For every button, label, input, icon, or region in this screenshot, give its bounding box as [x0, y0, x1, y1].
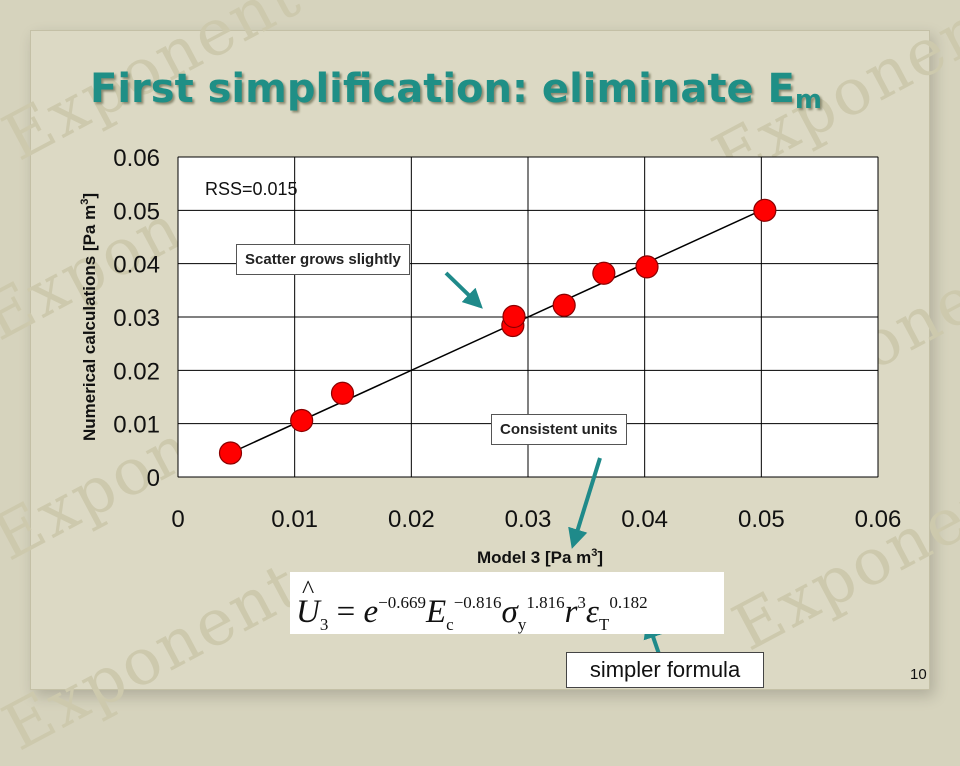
x-axis-label: Model 3 [Pa m3] — [477, 547, 603, 567]
formula: U3 = e−0.669Ec−0.816σy1.816r3εT0.182 — [290, 572, 724, 634]
formula-eps: ε — [585, 594, 599, 630]
formula-sigma-sub: y — [517, 615, 527, 634]
page-number: 10 — [910, 666, 927, 683]
formula-E-exp: −0.816 — [453, 593, 502, 612]
x-tick-labels: 0 0.01 0.02 0.03 0.04 0.05 0.06 — [171, 506, 901, 533]
x-axis-label-end: ] — [597, 548, 603, 567]
y-tick-labels: 0 0.01 0.02 0.03 0.04 0.05 0.06 — [113, 145, 160, 492]
formula-r: r — [564, 594, 578, 630]
y-tick-label: 0.02 — [113, 358, 160, 385]
title-subscript: m — [794, 85, 822, 115]
y-tick-label: 0.01 — [113, 412, 160, 439]
callout-scatter: Scatter grows slightly — [236, 244, 410, 275]
y-tick-label: 0.05 — [113, 198, 160, 225]
formula-lhs: U — [296, 572, 320, 634]
formula-eps-exp: 0.182 — [609, 593, 648, 612]
formula-equals: = — [336, 594, 356, 630]
y-tick-label: 0.06 — [113, 145, 160, 172]
fit-line — [230, 208, 766, 454]
data-point — [592, 261, 616, 285]
y-axis-label: Numerical calculations [Pa m3] — [79, 193, 99, 441]
x-tick-label: 0 — [171, 506, 184, 533]
data-point — [330, 381, 355, 405]
data-points — [218, 198, 777, 465]
formula-E: E — [425, 594, 447, 630]
formula-e-exp: −0.669 — [378, 593, 426, 612]
y-tick-label: 0 — [147, 465, 160, 492]
x-tick-label: 0.02 — [388, 506, 435, 533]
formula-r-exp: 3 — [577, 593, 586, 612]
formula-E-sub: c — [446, 615, 454, 634]
x-tick-label: 0.05 — [738, 506, 785, 533]
formula-e: e — [363, 594, 379, 630]
formula-lhs-sub: 3 — [319, 615, 329, 634]
data-point — [753, 198, 777, 222]
callout-units: Consistent units — [491, 414, 627, 445]
y-axis-label-sup: 3 — [79, 199, 91, 205]
data-point — [552, 293, 576, 317]
data-point — [635, 255, 659, 279]
y-tick-label: 0.03 — [113, 305, 160, 332]
page-title: First simplification: eliminate Em — [90, 66, 822, 115]
x-tick-label: 0.04 — [621, 506, 668, 533]
rss-annotation: RSS=0.015 — [205, 179, 298, 199]
y-tick-label: 0.04 — [113, 252, 160, 279]
x-axis-label-sup: 3 — [591, 547, 597, 559]
data-point — [218, 441, 243, 465]
data-point — [502, 304, 526, 329]
arrow-scatter — [444, 271, 483, 309]
formula-sigma-exp: 1.816 — [526, 593, 565, 612]
x-tick-label: 0.01 — [271, 506, 318, 533]
arrow-units — [568, 457, 602, 549]
title-text: First simplification: eliminate E — [90, 66, 795, 112]
y-axis-label-text: Numerical calculations [Pa m — [80, 205, 99, 441]
simpler-formula-label: simpler formula — [566, 652, 764, 688]
x-tick-label: 0.03 — [505, 506, 552, 533]
data-point — [290, 408, 314, 433]
y-axis-label-end: ] — [80, 193, 99, 199]
formula-eps-sub: T — [598, 615, 610, 634]
x-axis-label-text: Model 3 [Pa m — [477, 548, 591, 567]
formula-sigma: σ — [501, 594, 518, 630]
x-tick-label: 0.06 — [855, 506, 902, 533]
